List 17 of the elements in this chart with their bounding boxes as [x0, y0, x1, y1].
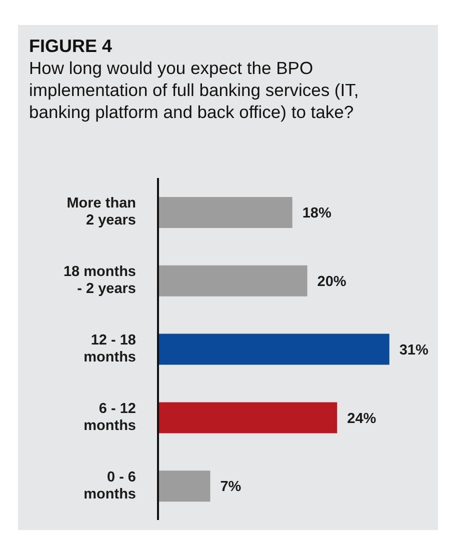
- bar: [158, 197, 292, 228]
- y-tick-label: 6 - 12 months: [84, 400, 136, 434]
- bar: [158, 265, 308, 296]
- chart-subtitle: How long would you expect the BPO implementation of full banking services (IT, banking platform and back office) to take?: [29, 57, 360, 123]
- y-tick-label: 18 months - 2 years: [63, 264, 136, 297]
- y-tick-label: 12 - 18 months: [84, 332, 136, 366]
- chart-title: FIGURE 4: [29, 35, 114, 57]
- data-label: 20%: [317, 274, 346, 290]
- data-label: 18%: [302, 206, 332, 222]
- y-tick-label: More than 2 years: [66, 196, 136, 229]
- bar: [158, 334, 390, 365]
- y-tick-label: 0 - 6 months: [84, 469, 136, 502]
- bar: [158, 402, 338, 434]
- bar: [158, 470, 210, 502]
- data-label: 7%: [220, 479, 242, 496]
- data-label: 24%: [347, 410, 376, 427]
- data-label: 31%: [399, 342, 428, 358]
